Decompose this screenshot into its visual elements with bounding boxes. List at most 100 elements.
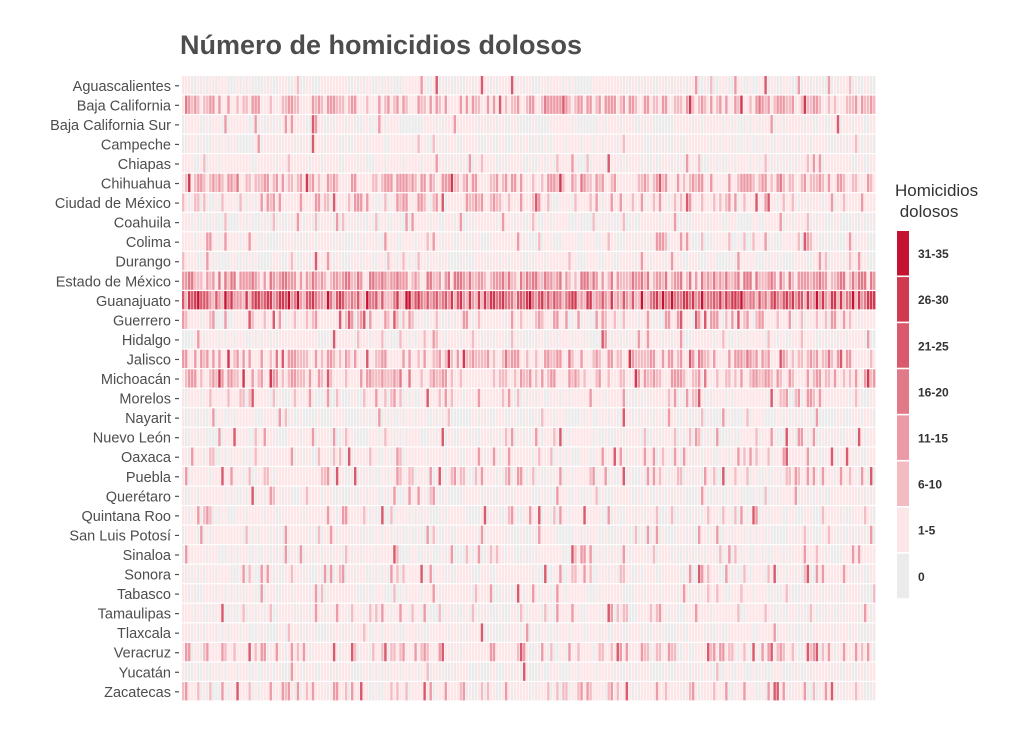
heatmap-cell (480, 251, 484, 271)
heatmap-cell (197, 467, 200, 486)
heatmap-cell (568, 330, 571, 349)
heatmap-cell (326, 427, 330, 447)
heatmap-cell (251, 76, 254, 95)
heatmap-cell (341, 291, 345, 310)
heatmap-cell (827, 408, 831, 427)
heatmap-cell (767, 173, 770, 193)
heatmap-cell (679, 232, 683, 251)
heatmap-cell (691, 408, 695, 427)
heatmap-cell (658, 369, 662, 388)
heatmap-cell (860, 408, 864, 427)
heatmap-cell (516, 291, 520, 310)
heatmap-cell (447, 349, 450, 369)
heatmap-cell (661, 115, 665, 134)
heatmap-cell (344, 232, 348, 251)
heatmap-cell (716, 212, 719, 232)
heatmap-cell (643, 291, 647, 310)
heatmap-cell (230, 349, 233, 369)
heatmap-cell (429, 447, 432, 466)
heatmap-cell (788, 271, 791, 290)
heatmap-cell (610, 291, 613, 310)
heatmap-cell (432, 408, 435, 427)
heatmap-cell (275, 447, 279, 466)
heatmap-cell (489, 467, 493, 486)
heatmap-cell (562, 330, 565, 349)
heatmap-cell (637, 212, 641, 232)
heatmap-cell (752, 467, 755, 486)
heatmap-cell (408, 173, 411, 193)
heatmap-cell (227, 486, 230, 505)
heatmap-cell (866, 173, 870, 193)
heatmap-cell (806, 173, 810, 193)
heatmap-cell (188, 173, 191, 193)
heatmap-cell (326, 408, 330, 427)
heatmap-cell (779, 271, 782, 290)
heatmap-cell (453, 134, 457, 153)
heatmap-cell (616, 115, 619, 134)
heatmap-cell (435, 271, 438, 290)
heatmap-cell (254, 330, 257, 349)
heatmap-cell (366, 486, 369, 505)
heatmap-cell (595, 310, 598, 329)
heatmap-cell (776, 95, 779, 114)
heatmap-cell (670, 115, 674, 134)
heatmap-cell (486, 95, 490, 114)
heatmap-cell (489, 251, 493, 271)
heatmap-cell (408, 134, 411, 153)
heatmap-cell (827, 369, 831, 388)
heatmap-cell (417, 291, 420, 310)
heatmap-cell (565, 427, 568, 447)
heatmap-cell (338, 76, 342, 95)
heatmap-cell (860, 251, 864, 271)
heatmap-cell (230, 251, 233, 271)
heatmap-cell (713, 271, 716, 290)
heatmap-cell (329, 447, 333, 466)
heatmap-cell (378, 349, 381, 369)
heatmap-cell (513, 427, 517, 447)
heatmap-cell (191, 173, 194, 193)
heatmap-cell (670, 212, 674, 232)
heatmap-cell (782, 408, 785, 427)
heatmap-cell (604, 427, 607, 447)
heatmap-cell (353, 486, 357, 505)
heatmap-cell (218, 467, 221, 486)
heatmap-cell (302, 330, 306, 349)
heatmap-cell (725, 76, 728, 95)
heatmap-cell (417, 467, 420, 486)
heatmap-cell (809, 388, 813, 408)
heatmap-cell (411, 291, 414, 310)
heatmap-cell (719, 447, 722, 466)
heatmap-cell (254, 291, 257, 310)
heatmap-cell (842, 212, 846, 232)
heatmap-cell (329, 95, 333, 114)
heatmap-cell (450, 193, 454, 212)
heatmap-cell (290, 251, 294, 271)
heatmap-cell (236, 134, 239, 153)
heatmap-cell (293, 291, 297, 310)
heatmap-cell (432, 427, 435, 447)
heatmap-cell (779, 115, 782, 134)
heatmap-cell (731, 251, 734, 271)
heatmap-cell (185, 251, 188, 271)
heatmap-cell (688, 427, 692, 447)
heatmap-cell (571, 330, 574, 349)
heatmap-cell (559, 310, 562, 329)
heatmap-cell (803, 291, 807, 310)
heatmap-cell (263, 427, 266, 447)
heatmap-cell (538, 349, 541, 369)
heatmap-cell (197, 173, 200, 193)
heatmap-cell (574, 388, 577, 408)
heatmap-cell (604, 212, 607, 232)
heatmap-cell (860, 349, 864, 369)
heatmap-cell (752, 271, 755, 290)
heatmap-cell (200, 271, 203, 290)
heatmap-cell (347, 330, 351, 349)
heatmap-cell (746, 115, 749, 134)
heatmap-cell (275, 212, 279, 232)
heatmap-cell (682, 232, 686, 251)
heatmap-cell (209, 447, 212, 466)
heatmap-cell (492, 291, 496, 310)
heatmap-cell (869, 388, 873, 408)
heatmap-cell (323, 76, 327, 95)
heatmap-cell (251, 193, 254, 212)
